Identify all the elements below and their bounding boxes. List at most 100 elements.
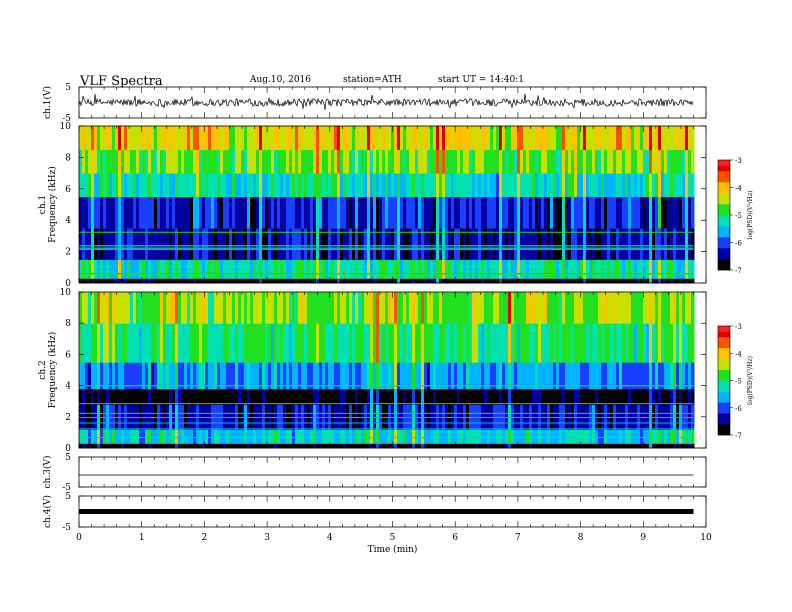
spectrogram-1-cell: [394, 228, 398, 260]
spectrogram-1-cell: [511, 259, 515, 279]
spectrogram-1-cell: [139, 259, 143, 279]
spectrogram-1-cell: [565, 126, 569, 151]
spectrogram-2-cell: [589, 388, 593, 405]
spectrogram-1-cell: [292, 278, 296, 284]
spectrogram-2-cell: [628, 388, 632, 405]
spectrogram-1-cell: [244, 259, 248, 279]
spectrogram-1-cell: [355, 126, 359, 151]
spectrogram-2-cell: [685, 292, 689, 324]
spectrogram-2-cell: [604, 323, 608, 363]
spectrogram-1-cell: [175, 259, 179, 279]
colorbar-1-segment: [718, 261, 730, 265]
spectrogram-2-cell: [304, 292, 308, 324]
spectrogram-1-cell: [409, 259, 413, 279]
spectrogram-1-cell: [685, 259, 689, 279]
spectrogram-1-cell: [667, 278, 671, 284]
spectrogram-2-cell: [433, 388, 437, 405]
spectrogram-2-cell: [373, 292, 377, 324]
spectrogram-2-cell: [691, 323, 695, 363]
spectrogram-1-cell: [676, 228, 680, 260]
spectrogram-1-cell: [184, 196, 188, 229]
spectrogram-2-cell: [607, 292, 611, 324]
spectrogram-1-cell: [352, 126, 356, 151]
spectrogram-2-cell: [247, 292, 251, 324]
colorbar-2-segment: [718, 369, 730, 373]
spectrogram-1-cell: [313, 196, 317, 229]
spectrogram-1-cell: [193, 126, 197, 151]
spectrogram-2-cell: [526, 323, 530, 363]
spectrogram-2-cell: [676, 429, 680, 444]
spectrogram-1-cell: [157, 259, 161, 279]
spectrogram-2-cell: [265, 323, 269, 363]
spectrogram-1-cell: [145, 259, 149, 279]
spectrogram-1-cell: [223, 278, 227, 284]
spectrogram-1-cell: [208, 228, 212, 260]
spectrogram-1-cell: [448, 196, 452, 229]
spectrogram-1-cell: [568, 149, 572, 174]
spectrogram-2-cell: [295, 429, 299, 444]
spectrogram-1-cell: [334, 196, 338, 229]
colorbar-2-segment: [718, 415, 730, 419]
spectrogram-1-cell: [319, 126, 323, 151]
spectrogram-1-cell: [658, 173, 662, 198]
spectrogram-2-cell: [340, 362, 344, 390]
spectrogram-2-cell: [79, 443, 83, 449]
colorbar-1-segment: [718, 165, 730, 169]
spectrogram-1-cell: [256, 228, 260, 260]
spectrogram-1-cell: [388, 149, 392, 174]
spectrogram-2-cell: [472, 429, 476, 444]
spectrogram-1-cell: [313, 278, 317, 284]
spectrogram-1-cell: [397, 228, 401, 260]
spectrogram-1-cell: [526, 278, 530, 284]
spectrogram-1-cell: [328, 259, 332, 279]
spectrogram-1-cell: [337, 126, 341, 151]
spectrogram-2-cell: [106, 429, 110, 444]
spectrogram-1-cell: [592, 126, 596, 151]
spectrogram-1-cell: [634, 126, 638, 151]
spectrogram-2-cell: [472, 362, 476, 390]
spectrogram-2-cell: [661, 323, 665, 363]
spectrogram-1-cell: [475, 228, 479, 260]
spectrogram-1-cell: [397, 259, 401, 279]
spectrogram-2-cell: [682, 429, 686, 444]
spectrogram-2-cell: [274, 388, 278, 405]
spectrogram-1-cell: [529, 196, 533, 229]
spectrogram-1-cell: [493, 173, 497, 198]
panel-3-y-label: ch.2Frequency (kHz): [38, 332, 58, 409]
spectrogram-2-cell: [199, 429, 203, 444]
spectrogram-2-cell: [208, 362, 212, 390]
spectrogram-2-cell: [664, 323, 668, 363]
spectrogram-2-cell: [178, 292, 182, 324]
spectrogram-1-cell: [520, 196, 524, 229]
spectrogram-2-cell: [172, 362, 176, 390]
spectrogram-1-cell: [547, 228, 551, 260]
spectrogram-1-cell: [415, 259, 419, 279]
spectrogram-2-cell: [619, 443, 623, 449]
spectrogram-2-cell: [325, 429, 329, 444]
spectrogram-2-cell: [619, 292, 623, 324]
spectrogram-1-cell: [226, 173, 230, 198]
spectrogram-1-cell: [343, 126, 347, 151]
spectrogram-1-cell: [562, 278, 566, 284]
spectrogram-1-cell: [532, 149, 536, 174]
spectrogram-2-cell: [277, 323, 281, 363]
spectrogram-2-cell: [298, 362, 302, 390]
spectrogram-1-cell: [94, 196, 98, 229]
spectrogram-1-cell: [169, 126, 173, 151]
spectrogram-1-cell: [301, 196, 305, 229]
spectrogram-2-cell: [559, 292, 563, 324]
spectrogram-1-cell: [388, 196, 392, 229]
spectrogram-2-cell: [667, 388, 671, 405]
spectrogram-1-cell: [427, 173, 431, 198]
spectrogram-1-cell: [613, 259, 617, 279]
spectrogram-2-cell: [205, 388, 209, 405]
spectrogram-1-cell: [370, 228, 374, 260]
spectrogram-2-cell: [427, 292, 431, 324]
spectrogram-1-cell: [547, 196, 551, 229]
spectrogram-1-cell: [328, 126, 332, 151]
spectrogram-1-cell: [202, 228, 206, 260]
spectrogram-2-cell: [154, 362, 158, 390]
spectrogram-1-cell: [217, 173, 221, 198]
spectrogram-1-cell: [88, 149, 92, 174]
spectrogram-1-cell: [220, 259, 224, 279]
